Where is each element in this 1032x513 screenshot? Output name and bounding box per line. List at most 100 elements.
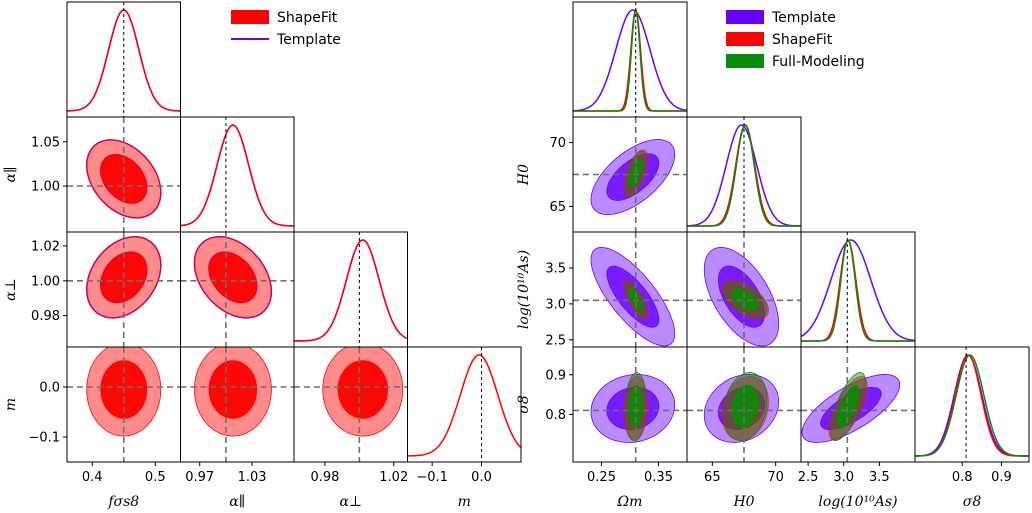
cell-0-2-2 xyxy=(293,231,408,348)
y-tick-label: 0.98 xyxy=(31,309,60,324)
x-tick-label: 0.98 xyxy=(310,470,339,485)
cell-1-0-0 xyxy=(572,1,688,118)
x-tick-label: 0.97 xyxy=(185,470,214,485)
marginal-shapefit xyxy=(915,354,1029,457)
legend-patch-full-modeling xyxy=(726,54,764,68)
cell-1-3-3: 0.8 0.9 σ8 xyxy=(914,346,1030,510)
contour68-full-modeling xyxy=(731,288,760,311)
x-tick-label: 0.4 xyxy=(82,470,103,485)
x-tick-label: 0.5 xyxy=(145,470,166,485)
marginal-shapefit xyxy=(687,124,801,227)
y-tick-label: 1.00 xyxy=(31,274,60,289)
marginal-shapefit xyxy=(294,239,408,342)
cell-0-3-0: 0.4 0.5 fσs8 −0.1 0.0 m xyxy=(3,346,181,510)
y-tick-label: 0.9 xyxy=(545,368,566,383)
marginal-full-modeling xyxy=(915,354,1029,457)
y-tick-label: 1.05 xyxy=(31,135,60,150)
x-axis-label: α⊥ xyxy=(339,494,362,510)
marginal-template xyxy=(294,239,408,342)
y-tick-label: 1.02 xyxy=(31,239,60,254)
cell-0-0-0 xyxy=(66,1,181,118)
x-axis-label: log(10¹⁰As) xyxy=(818,494,897,510)
x-tick-label: 65 xyxy=(704,470,721,485)
marginal-full-modeling xyxy=(687,124,801,227)
x-tick-label: 70 xyxy=(767,470,784,485)
x-tick-label: 2.5 xyxy=(798,470,819,485)
cell-0-3-3: −0.1 0.0m xyxy=(407,346,522,510)
cell-1-3-2: 2.5 3.0 3.5 log(10¹⁰As) xyxy=(798,346,916,510)
x-tick-label: 1.02 xyxy=(379,470,408,485)
contour68-full-modeling xyxy=(836,384,860,428)
cell-0-3-2: 0.98 1.02 α⊥ xyxy=(293,346,408,510)
y-axis-label: H0 xyxy=(516,164,532,186)
x-tick-label: 1.03 xyxy=(238,470,267,485)
legend-patch-template xyxy=(726,10,764,24)
x-axis-label: H0 xyxy=(732,494,754,510)
left-corner-plot: 1.00 1.05 α∥ 0.98 1.00 1.02 α⊥ 0.4 0.5 fσs8 −0.1 0.… xyxy=(3,1,522,510)
marginal-shapefit xyxy=(180,124,294,227)
y-tick-label: 65 xyxy=(549,200,566,215)
x-axis-label: Ωm xyxy=(617,494,643,510)
marginal-shapefit xyxy=(801,239,915,342)
marginal-template xyxy=(180,124,294,227)
y-axis-label: σ8 xyxy=(516,395,532,414)
legend-label-shapefit: ShapeFit xyxy=(772,32,833,48)
axes-frame xyxy=(407,346,522,463)
y-axis-label: α⊥ xyxy=(3,278,19,301)
contour68-full-modeling xyxy=(628,384,643,428)
marginal-full-modeling xyxy=(801,239,915,342)
marginal-template xyxy=(801,239,915,342)
x-tick-label: 0.35 xyxy=(644,470,673,485)
marginal-shapefit xyxy=(407,354,521,457)
y-tick-label: 1.00 xyxy=(31,180,60,195)
cell-0-1-1 xyxy=(180,116,295,233)
cell-0-1-0: 1.00 1.05 α∥ xyxy=(3,116,181,233)
contour68-shapefit xyxy=(208,360,258,419)
marginal-template xyxy=(915,354,1029,457)
y-tick-label: −0.1 xyxy=(28,431,60,446)
cell-0-3-1: 0.97 1.03 α∥ xyxy=(180,346,295,510)
axes-frame xyxy=(800,231,916,348)
cell-1-2-2 xyxy=(800,231,916,348)
y-tick-label: 2.5 xyxy=(545,333,566,348)
cell-1-3-1: 65 70 H0 xyxy=(686,346,802,510)
x-tick-label: −0.1 xyxy=(416,470,448,485)
legend-patch-shapefit xyxy=(231,10,269,24)
cell-1-1-0: 65 70 H0 xyxy=(516,116,688,233)
y-axis-label: log(10¹⁰As) xyxy=(516,250,532,329)
marginal-template xyxy=(573,9,687,112)
legend-label-full-modeling: Full-Modeling xyxy=(772,54,865,70)
legend-right: Template ShapeFit Full-Modeling xyxy=(726,10,865,70)
marginal-template xyxy=(687,124,801,227)
marginal-template xyxy=(67,9,181,112)
axes-frame xyxy=(293,231,408,348)
axes-frame xyxy=(180,116,295,233)
x-tick-label: 3.5 xyxy=(869,470,890,485)
legend-label-shapefit: ShapeFit xyxy=(277,10,338,26)
legend-patch-shapefit xyxy=(726,32,764,46)
x-axis-label: fσs8 xyxy=(107,494,139,510)
contour68-shapefit xyxy=(337,360,389,419)
x-tick-label: 0.9 xyxy=(991,470,1012,485)
y-axis-label: m xyxy=(3,398,19,411)
x-tick-label: 0.25 xyxy=(587,470,616,485)
marginal-shapefit xyxy=(67,9,181,112)
x-tick-label: 3.0 xyxy=(833,470,854,485)
x-tick-label: 0.8 xyxy=(952,470,973,485)
contour68-full-modeling xyxy=(628,159,643,188)
x-axis-label: α∥ xyxy=(229,494,245,510)
y-tick-label: 0.8 xyxy=(545,408,566,423)
y-tick-label: 70 xyxy=(549,136,566,151)
contour68-shapefit xyxy=(208,251,258,303)
cell-1-2-1 xyxy=(686,231,802,348)
x-tick-label: 0.0 xyxy=(471,470,492,485)
marginal-full-modeling xyxy=(573,7,687,112)
legend-label-template: Template xyxy=(276,32,341,48)
legend-label-template: Template xyxy=(771,10,836,26)
legend-left: ShapeFit Template xyxy=(231,10,341,48)
y-tick-label: 3.5 xyxy=(545,261,566,276)
axes-frame xyxy=(914,346,1030,463)
